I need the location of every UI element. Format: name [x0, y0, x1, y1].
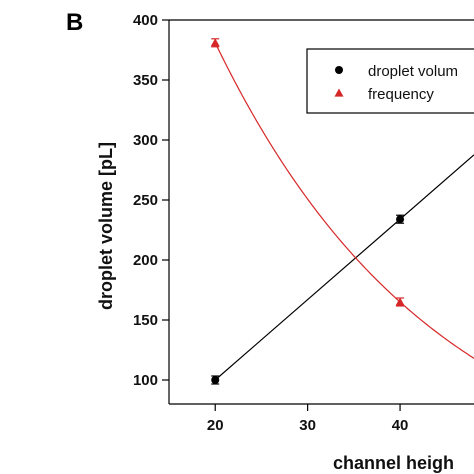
legend-box [306, 48, 474, 114]
droplet-volume-point [396, 215, 405, 224]
legend-marker-droplet-volume [335, 66, 343, 74]
panel-label: B [66, 9, 83, 36]
x-tick-label: 40 [392, 417, 409, 434]
y-tick-label: 400 [133, 12, 158, 29]
plot-area [210, 38, 474, 385]
x-axis-title: channel heigh [333, 453, 454, 473]
y-tick-label: 300 [133, 132, 158, 149]
legend-label-frequency: frequency [368, 86, 434, 103]
droplet-volume-fit-line [214, 154, 474, 381]
y-tick-label: 350 [133, 72, 158, 89]
axes: 100 150 200 250 300 350 400 20 30 40 [133, 12, 474, 434]
legend-marker-frequency [334, 88, 344, 97]
y-axis-title: droplet volume [pL] [96, 142, 116, 310]
frequency-fit-curve [214, 42, 474, 359]
frequency-point [210, 38, 220, 47]
y-tick-label: 150 [133, 312, 158, 329]
y-tick-label: 250 [133, 192, 158, 209]
x-tick-label: 20 [207, 417, 224, 434]
y-tick-label: 200 [133, 252, 158, 269]
x-tick-label: 30 [299, 417, 316, 434]
droplet-volume-point [211, 376, 220, 384]
legend-label-droplet-volume: droplet volum [368, 63, 458, 80]
y-tick-label: 100 [133, 372, 158, 389]
legend: droplet volum frequency [306, 48, 474, 114]
frequency-point [395, 297, 405, 306]
